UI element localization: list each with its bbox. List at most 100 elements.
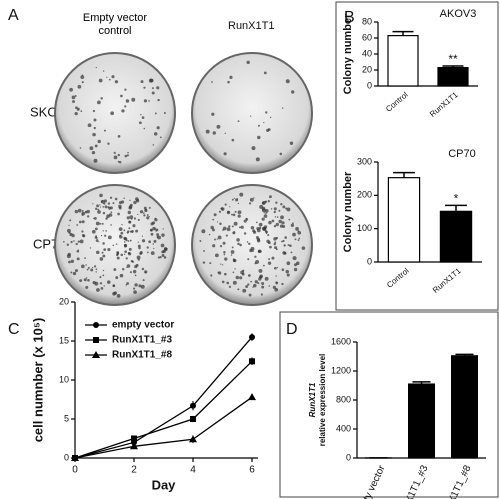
- colony: [139, 252, 142, 255]
- series-line: [74, 360, 253, 459]
- colony: [258, 226, 262, 230]
- colony: [148, 100, 150, 102]
- x-tick-label: RunX1T1_#8: [439, 463, 474, 499]
- colony: [148, 206, 151, 209]
- colony: [294, 238, 297, 241]
- bar: [439, 210, 473, 263]
- point: [130, 442, 138, 450]
- colony: [290, 251, 293, 254]
- colony: [155, 228, 159, 232]
- legend-label: RunX1T1_#3: [112, 335, 172, 346]
- colony: [127, 151, 129, 154]
- colony: [130, 218, 133, 220]
- series-line: [74, 396, 253, 459]
- colony: [74, 209, 79, 214]
- colony: [231, 198, 234, 201]
- colony: [137, 241, 139, 243]
- colony: [108, 213, 113, 217]
- colony: [224, 203, 227, 206]
- colony: [69, 234, 72, 236]
- colony: [143, 214, 146, 217]
- y-tick-label: 300: [357, 156, 372, 166]
- colony: [253, 283, 257, 288]
- colony: [261, 285, 265, 289]
- x-tick-label: RunX1T1_#3: [396, 463, 431, 499]
- colony: [257, 249, 262, 254]
- point: [189, 435, 197, 443]
- colony: [263, 214, 268, 218]
- y-tick-label: 100: [357, 223, 372, 233]
- colony: [234, 268, 236, 270]
- colony: [234, 210, 237, 213]
- y-tick-label: 1200: [331, 365, 351, 375]
- colony: [232, 280, 237, 285]
- colony: [133, 287, 136, 290]
- colony: [86, 209, 90, 214]
- colony: [84, 257, 86, 260]
- colony: [71, 233, 75, 238]
- colony: [81, 209, 84, 212]
- colony: [152, 221, 156, 225]
- colony: [94, 281, 99, 286]
- colony: [77, 84, 82, 89]
- colony: [250, 226, 255, 230]
- colony: [153, 247, 155, 250]
- colony: [79, 279, 83, 283]
- colony: [287, 244, 290, 247]
- colony: [68, 224, 70, 226]
- colony: [256, 239, 261, 243]
- colony: [143, 86, 146, 89]
- colony: [237, 214, 241, 218]
- x-tick-label: RunX1T1: [428, 90, 460, 119]
- colony: [280, 203, 283, 206]
- colony: [273, 242, 276, 246]
- colony: [268, 258, 271, 261]
- colony: [227, 210, 230, 214]
- colony: [106, 76, 108, 78]
- colony: [67, 228, 71, 233]
- colony: [271, 256, 275, 260]
- colony: [251, 146, 256, 151]
- colony: [286, 273, 290, 277]
- colony: [257, 135, 261, 140]
- point: [131, 435, 137, 442]
- colony: [255, 157, 260, 162]
- colony: [89, 146, 94, 151]
- colony: [152, 243, 155, 245]
- colony: [152, 144, 155, 146]
- y-tick-label: 40: [362, 48, 372, 58]
- colony: [140, 284, 145, 289]
- colony: [235, 275, 240, 280]
- colony: [237, 242, 240, 246]
- colony: [133, 200, 137, 205]
- colony: [239, 192, 244, 197]
- panel-d-frame: [279, 311, 499, 498]
- colony: [216, 238, 218, 240]
- colony: [281, 268, 285, 272]
- colony: [265, 230, 268, 234]
- colony: [82, 212, 84, 214]
- colony: [276, 266, 279, 269]
- colony: [76, 249, 80, 253]
- colony: [96, 288, 100, 292]
- colony: [245, 285, 249, 289]
- colony: [102, 274, 105, 277]
- colony: [134, 274, 137, 277]
- y-label: cell numnber (x 10⁵): [30, 318, 45, 443]
- colony: [210, 225, 214, 230]
- colony: [261, 282, 265, 286]
- colony: [218, 210, 222, 213]
- colony: [267, 241, 271, 245]
- colony: [221, 280, 225, 284]
- colony: [282, 225, 286, 229]
- colony: [101, 200, 105, 204]
- colony: [94, 144, 98, 148]
- colony: [66, 243, 70, 246]
- colony: [103, 129, 106, 132]
- colony: [151, 87, 154, 90]
- colony: [226, 281, 230, 285]
- colony: [146, 246, 149, 249]
- colony: [135, 263, 139, 267]
- colony: [284, 236, 287, 239]
